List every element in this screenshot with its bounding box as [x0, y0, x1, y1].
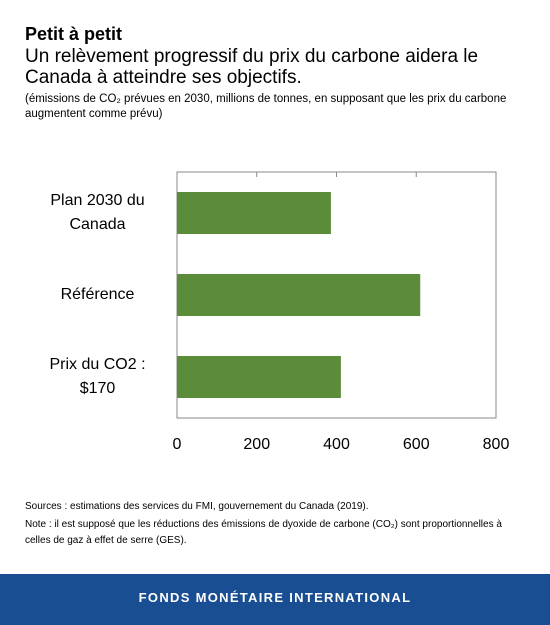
- bar: [177, 356, 341, 398]
- sources: Sources : estimations des services du FM…: [25, 501, 369, 512]
- chart-title: Petit à petit: [25, 24, 123, 44]
- bar: [177, 274, 421, 316]
- bar: [177, 192, 331, 234]
- y-tick-label: Prix du CO2 : $170: [49, 356, 146, 397]
- x-tick-label: 400: [323, 436, 350, 453]
- x-tick-label: 0: [173, 436, 182, 453]
- note: Note : il est supposé que les réductions…: [25, 519, 502, 546]
- x-tick-label: 800: [483, 436, 510, 453]
- y-tick-label: Plan 2030 du Canada: [50, 192, 145, 233]
- chart-subtitle: Un relèvement progressif du prix du carb…: [25, 46, 479, 88]
- y-tick-label: Référence: [60, 286, 135, 303]
- chart-description: (émissions de CO₂ prévues en 2030, milli…: [25, 93, 507, 120]
- x-tick-label: 200: [243, 436, 270, 453]
- chart: 0 200 400 600 800: [173, 171, 510, 453]
- footer: FONDS MONÉTAIRE INTERNATIONAL: [0, 574, 550, 625]
- x-tick-label: 600: [403, 436, 430, 453]
